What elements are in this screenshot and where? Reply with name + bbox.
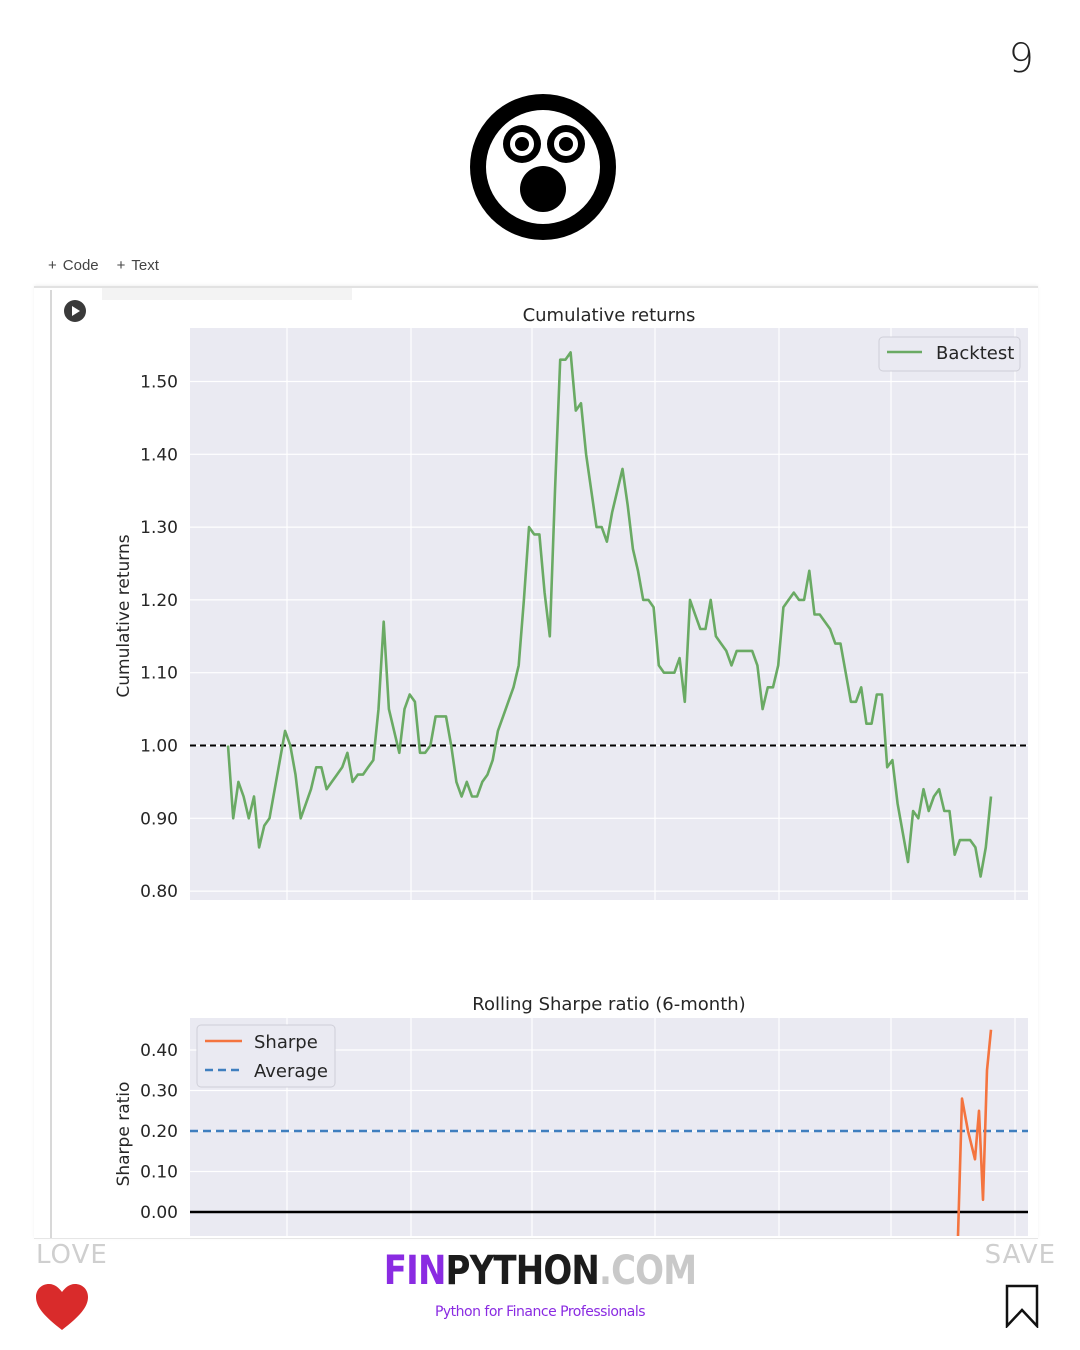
series-line-backtest xyxy=(226,351,993,878)
add-code-button[interactable]: + Code xyxy=(48,257,99,274)
chart-title-returns: Cumulative returns xyxy=(523,305,696,326)
y-tick-label: 1.50 xyxy=(140,373,178,393)
y-tick-label: 0.90 xyxy=(140,809,178,829)
legend-sharpe xyxy=(196,1024,336,1088)
legend-label-backtest: Backtest xyxy=(936,343,1014,364)
add-text-label: Text xyxy=(131,257,159,274)
y-tick-label: 0.30 xyxy=(140,1082,178,1102)
y-axis-label-returns: Cumulative returns xyxy=(114,534,134,697)
y-tick-label: 0.80 xyxy=(140,882,178,902)
y-tick-label: 1.00 xyxy=(140,737,178,757)
y-tick-label: 0.00 xyxy=(140,1203,178,1223)
add-code-label: Code xyxy=(62,257,99,274)
legend-returns xyxy=(878,336,1021,372)
y-tick-label: 1.10 xyxy=(140,664,178,684)
brand-part-fin: FIN xyxy=(383,1248,447,1294)
legend-box xyxy=(878,336,1021,372)
chart-title-sharpe: Rolling Sharpe ratio (6-month) xyxy=(472,994,745,1015)
y-tick-label: 0.10 xyxy=(140,1163,178,1183)
legend-label-average: Average xyxy=(254,1061,328,1082)
series-line-sharpe xyxy=(956,1029,993,1236)
y-axis-label-sharpe: Sharpe ratio xyxy=(114,1082,134,1187)
surprised-face-icon xyxy=(470,94,616,240)
plus-icon: + xyxy=(116,257,126,274)
add-text-button[interactable]: + Text xyxy=(117,257,159,274)
play-icon[interactable] xyxy=(64,300,86,322)
y-tick-label: 1.20 xyxy=(140,591,178,611)
page-number: 9 xyxy=(1008,36,1034,82)
y-tick-label: 1.40 xyxy=(140,445,178,465)
bookmark-icon[interactable] xyxy=(1004,1284,1040,1328)
plus-icon: + xyxy=(48,257,57,274)
save-label: SAVE xyxy=(984,1240,1056,1270)
legend-label-sharpe: Sharpe xyxy=(254,1032,318,1053)
y-tick-label: 0.40 xyxy=(140,1041,178,1061)
y-tick-label: 0.20 xyxy=(140,1122,178,1142)
y-tick-label: 1.30 xyxy=(140,518,178,538)
heart-icon[interactable] xyxy=(34,1282,90,1332)
notebook-toolbar: + Code + Text xyxy=(48,257,159,274)
love-label: LOVE xyxy=(36,1240,108,1270)
cell-code-strip xyxy=(102,288,352,300)
plot-area-returns xyxy=(190,328,1028,900)
notebook-cell xyxy=(34,286,1038,1239)
chart-canvas: 0.80 0.90 1.00 1.10 1.20 1.30 1.40 1.50 Cumulati… xyxy=(114,305,1028,1236)
brand-logo-text: FINPYTHON.COM xyxy=(81,1248,999,1294)
cell-focus-bar xyxy=(50,290,52,1238)
brand-part-com: .COM xyxy=(599,1248,697,1294)
brand-part-python: PYTHON xyxy=(445,1248,600,1294)
brand-tagline: Python for Finance Professionals xyxy=(434,1304,646,1320)
